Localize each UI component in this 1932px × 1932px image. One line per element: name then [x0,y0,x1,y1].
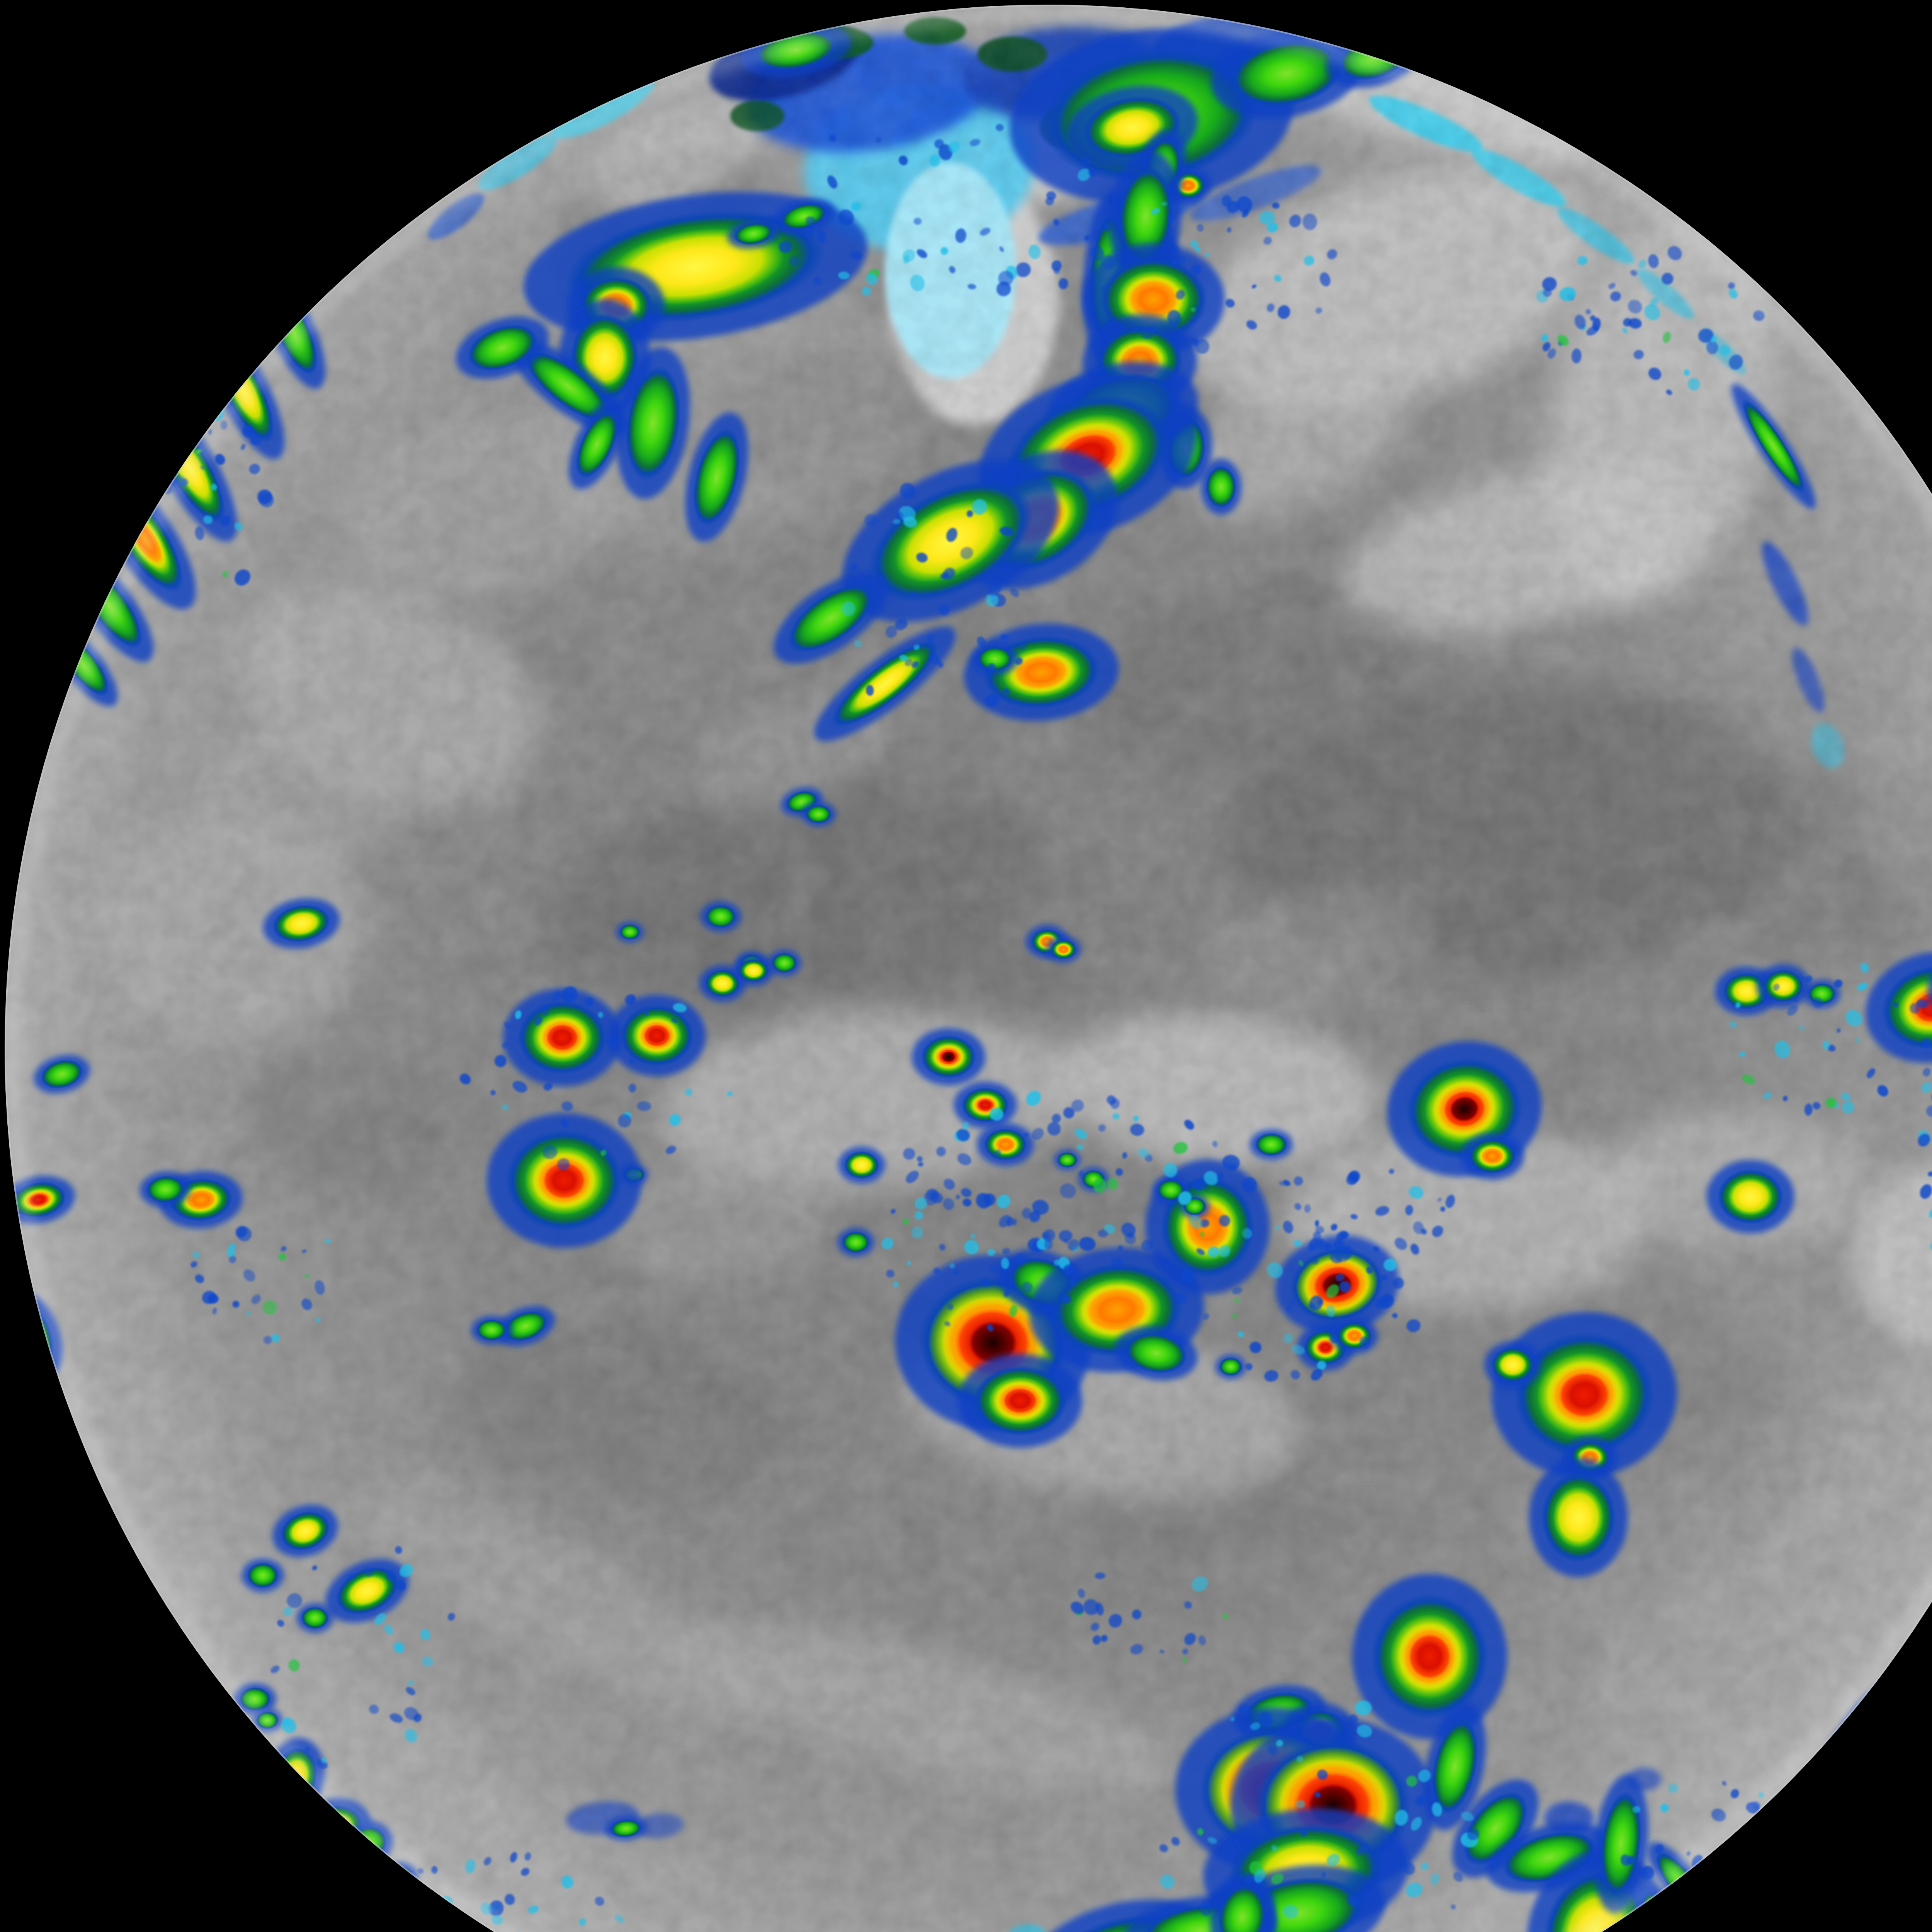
cloud-speckle [1054,1259,1060,1266]
storm-cell-core [1498,1353,1527,1377]
storm-cell-core [772,953,797,973]
storm-cell-core [476,1319,507,1341]
storm-cell [838,1146,885,1183]
storm-cell [1484,1341,1541,1388]
storm-cell [503,988,621,1086]
storm-cell [1054,1150,1081,1170]
storm-cell-core [301,1607,329,1629]
storm-cell-core [850,1156,874,1175]
storm-cell [912,1028,985,1085]
storm-cell [486,1113,641,1248]
storm-cell-core [842,1231,870,1253]
earth-infrared-satellite-view [0,0,1932,1932]
storm-cell-core [711,974,735,993]
storm-cell [1529,1458,1628,1577]
storm-cell-core [1728,1178,1773,1216]
storm-cell-core [705,905,736,928]
storm-cell-core [1219,1357,1242,1376]
storm-cell [471,1316,512,1344]
storm-cell [700,901,741,932]
storm-cell [1352,1574,1507,1739]
storm-cell [837,1228,874,1257]
storm-cell [971,643,1018,675]
satellite-full-disk-image [0,0,1932,1932]
storm-cell [977,1123,1034,1166]
storm-cell [1046,936,1081,963]
storm-cell-core [619,924,640,940]
storm-cell-core [743,963,764,979]
storm-cell-core [643,1024,670,1047]
storm-cell [767,950,801,976]
storm-cell-core [1003,1388,1037,1414]
storm-cell-core [1057,944,1070,954]
storm-cell [1756,964,1810,1008]
storm-cell [1250,1129,1293,1160]
storm-cell-core [247,1563,279,1588]
storm-cell-core [1255,1133,1287,1156]
storm-cell-core [1408,1633,1451,1680]
storm-cell-core [1553,1486,1604,1548]
storm-cell-core [942,1051,956,1062]
storm-cell-core [1317,1341,1333,1354]
storm-cell [954,1082,1017,1128]
storm-cell [242,1558,284,1592]
storm-cell-core [546,1024,579,1051]
storm-cell [1461,1133,1524,1179]
storm-cell [958,1354,1082,1448]
storm-cell [616,922,643,942]
storm-cell-core [805,805,832,823]
storm-cell [1706,1160,1794,1233]
storm-cell [801,802,836,826]
storm-cell [1215,1354,1246,1379]
storm-cell [1201,459,1242,515]
storm-cell-core [1057,1152,1077,1168]
storm-cell-core [1480,1147,1504,1165]
storm-cell [608,995,706,1076]
storm-cell-core [1206,466,1236,508]
storm-cell [733,955,774,986]
cloud-speckle [1116,1168,1123,1176]
storm-cell [296,1603,333,1633]
